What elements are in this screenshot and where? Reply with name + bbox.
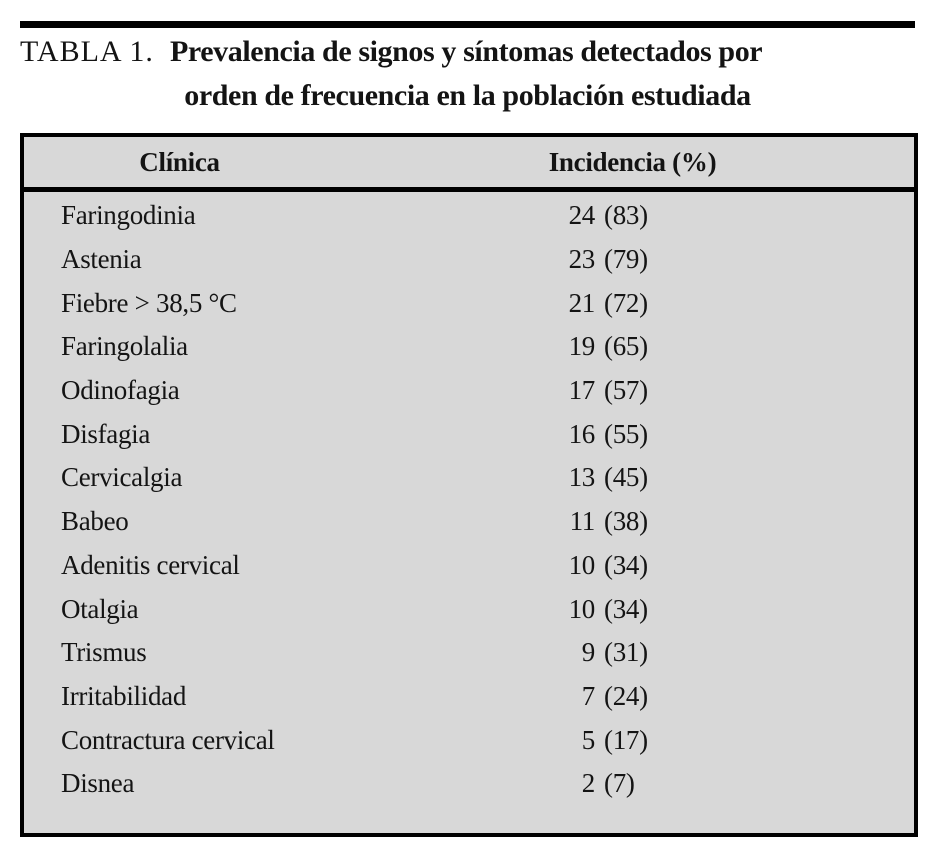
table-body: Faringodinia 24 (83) Astenia 23 (79) Fie… [24, 192, 914, 810]
cell-clinica: Faringodinia [61, 200, 196, 231]
cell-incidencia: 10 (34) [379, 594, 914, 625]
cell-clinica: Cervicalgia [61, 462, 183, 493]
cell-clinica: Astenia [61, 244, 142, 275]
table-row: Disfagia 16 (55) [24, 412, 914, 456]
cell-percent: (31) [604, 637, 648, 668]
cell-incidencia: 7 (24) [379, 681, 914, 712]
cell-count: 11 [569, 506, 596, 537]
cell-percent: (24) [604, 680, 648, 711]
cell-clinica: Adenitis cervical [61, 549, 240, 580]
cell-percent: (79) [604, 244, 648, 275]
table-title: TABLA 1. Prevalencia de signos y síntoma… [20, 30, 915, 118]
cell-clinica: Irritabilidad [61, 680, 187, 711]
cell-clinica: Faringolalia [61, 331, 188, 362]
table-row: Disnea 2 (7) [24, 762, 914, 806]
cell-incidencia: 2 (7) [379, 768, 914, 799]
cell-incidencia: 24 (83) [379, 200, 914, 231]
cell-percent: (45) [604, 462, 648, 493]
cell-percent: (72) [604, 287, 648, 318]
cell-incidencia: 9 (31) [379, 637, 914, 668]
table-row: Contractura cervical 5 (17) [24, 718, 914, 762]
table-row: Faringolalia 19 (65) [24, 325, 914, 369]
table-row: Trismus 9 (31) [24, 631, 914, 675]
cell-percent: (34) [604, 549, 648, 580]
cell-count: 5 [581, 724, 596, 755]
table-row: Irritabilidad 7 (24) [24, 675, 914, 719]
cell-clinica: Odinofagia [61, 375, 180, 406]
cell-incidencia: 17 (57) [379, 375, 914, 406]
title-line-1: TABLA 1. Prevalencia de signos y síntoma… [20, 30, 915, 74]
cell-incidencia: 19 (65) [379, 331, 914, 362]
cell-count: 9 [581, 637, 596, 668]
cell-count: 17 [568, 375, 596, 406]
cell-incidencia: 23 (79) [379, 244, 914, 275]
cell-clinica: Contractura cervical [61, 724, 275, 755]
cell-incidencia: 13 (45) [379, 462, 914, 493]
table-header-row: Clínica Incidencia (%) [24, 137, 914, 192]
cell-clinica: Otalgia [61, 593, 139, 624]
cell-percent: (7) [604, 768, 635, 799]
cell-clinica: Trismus [61, 637, 147, 668]
title-top-rule [20, 21, 915, 28]
cell-percent: (65) [604, 331, 648, 362]
cell-percent: (83) [604, 200, 648, 231]
cell-percent: (34) [604, 593, 648, 624]
cell-count: 13 [568, 462, 596, 493]
cell-count: 21 [568, 287, 596, 318]
table-row: Astenia 23 (79) [24, 238, 914, 282]
title-text-line2: orden de frecuencia en la población estu… [184, 79, 751, 112]
table-row: Adenitis cervical 10 (34) [24, 544, 914, 588]
cell-incidencia: 11 (38) [379, 506, 914, 537]
table-row: Fiebre > 38,5 °C 21 (72) [24, 281, 914, 325]
table-row: Faringodinia 24 (83) [24, 194, 914, 238]
prevalence-table: Clínica Incidencia (%) Faringodinia 24 (… [20, 133, 918, 837]
cell-percent: (17) [604, 724, 648, 755]
cell-incidencia: 21 (72) [379, 288, 914, 319]
table-row: Odinofagia 17 (57) [24, 369, 914, 413]
cell-incidencia: 16 (55) [379, 419, 914, 450]
cell-count: 23 [568, 244, 596, 275]
cell-count: 16 [568, 418, 596, 449]
table-row: Babeo 11 (38) [24, 500, 914, 544]
column-header-clinica: Clínica [139, 146, 220, 177]
cell-incidencia: 5 (17) [379, 725, 914, 756]
cell-clinica: Disnea [61, 768, 135, 799]
table-row: Cervicalgia 13 (45) [24, 456, 914, 500]
cell-percent: (55) [604, 418, 648, 449]
cell-count: 10 [568, 549, 596, 580]
cell-clinica: Disfagia [61, 418, 151, 449]
title-text-line1: Prevalencia de signos y síntomas detecta… [169, 35, 763, 68]
table-number-label: TABLA 1. [20, 35, 154, 68]
cell-count: 7 [581, 680, 596, 711]
cell-percent: (38) [604, 506, 648, 537]
column-header-incidencia: Incidencia (%) [548, 146, 717, 177]
cell-clinica: Fiebre > 38,5 °C [61, 287, 237, 318]
cell-count: 10 [568, 593, 596, 624]
cell-count: 19 [568, 331, 596, 362]
cell-percent: (57) [604, 375, 648, 406]
cell-incidencia: 10 (34) [379, 550, 914, 581]
cell-count: 24 [568, 200, 596, 231]
table-row: Otalgia 10 (34) [24, 587, 914, 631]
cell-count: 2 [581, 768, 596, 799]
cell-clinica: Babeo [61, 506, 129, 537]
